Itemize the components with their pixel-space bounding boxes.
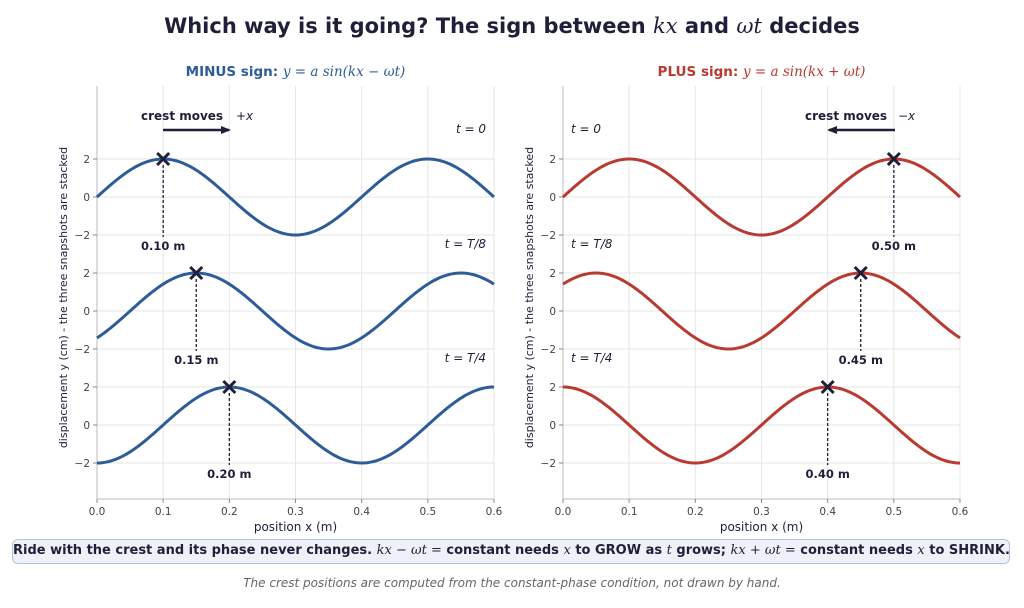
crest-marker (156, 151, 171, 167)
y-tick-label: 2 (549, 268, 556, 280)
chart-title: Which way is it going? The sign between … (0, 14, 1024, 38)
crest-marker (886, 151, 901, 167)
y-tick-label: 0 (549, 306, 556, 318)
snapshot-label: t = T/8 (445, 237, 487, 251)
x-tick-label: 0.2 (687, 506, 704, 518)
crest-position-label: 0.10 m (141, 239, 185, 253)
x-tick-label: 0.1 (621, 506, 638, 518)
snapshot-label: t = T/8 (571, 237, 613, 251)
footer-t1: t (666, 543, 672, 558)
arrow-label: crest moves (805, 109, 887, 123)
series-line (96, 385, 495, 465)
y-tick-label: 0 (549, 192, 556, 204)
x-tick-label: 0.3 (753, 506, 770, 518)
x-tick-label: 0.0 (555, 506, 572, 518)
crest-marker (820, 379, 835, 395)
y-tick-label: 0 (83, 420, 90, 432)
title-wt: ωt (736, 14, 762, 38)
snapshot-label: t = 0 (571, 122, 601, 136)
footer-part3: to GROW as (570, 543, 667, 558)
x-tick-label: 0.3 (287, 506, 304, 518)
title-suffix: decides (761, 14, 860, 38)
x-tick-label: 0.1 (155, 506, 172, 518)
series-line (96, 271, 495, 351)
y-tick-label: −2 (75, 458, 90, 470)
footer-math1: kx − ωt = (376, 543, 442, 558)
y-tick-label: −2 (541, 230, 556, 242)
x-tick-label: 0.5 (885, 506, 902, 518)
x-tick-label: 0.4 (353, 506, 370, 518)
crest-position-label: 0.15 m (174, 353, 218, 367)
x-axis-label: position x (m) (720, 520, 803, 534)
footer-part2: constant needs (441, 543, 564, 558)
panel-title: MINUS sign: y = a sin(kx − ωt) (186, 64, 406, 80)
footer-note-box: Ride with the crest and its phase never … (12, 539, 1010, 564)
footer-x1: x (563, 543, 571, 558)
y-tick-label: −2 (75, 230, 90, 242)
panel-title-label: MINUS sign: (186, 64, 283, 80)
x-tick-label: 0.2 (221, 506, 238, 518)
series-line (562, 385, 961, 465)
chart-canvas: 0.0 0.1 0.2 0.3 0.4 0.5 0.6 2 0 −2 2 0 −2 2 0 −2 positio… (57, 64, 969, 534)
arrow-direction-label: −x (898, 109, 916, 123)
x-tick-label: 0.6 (486, 506, 503, 518)
footer-part5: constant needs (795, 543, 918, 558)
footer-x2: x (917, 543, 925, 558)
y-tick-label: 0 (83, 192, 90, 204)
footer-part6: to SHRINK. (924, 543, 1010, 558)
crest-position-label: 0.40 m (805, 467, 849, 481)
y-tick-label: 0 (549, 420, 556, 432)
snapshot-label: t = 0 (456, 122, 486, 136)
y-tick-label: 2 (549, 154, 556, 166)
arrow-direction-label: +x (236, 109, 254, 123)
y-tick-label: −2 (541, 458, 556, 470)
x-axis-label: position x (m) (254, 520, 337, 534)
y-axis-label: displacement y (cm) - the three snapshot… (57, 147, 70, 448)
y-tick-label: 0 (83, 306, 90, 318)
crest-position-label: 0.50 m (872, 239, 916, 253)
panel-title-equation: y = a sin(kx − ωt) (282, 64, 405, 80)
crest-position-label: 0.20 m (207, 467, 251, 481)
x-tick-label: 0.6 (952, 506, 969, 518)
arrow-label: crest moves (141, 109, 223, 123)
crest-marker (853, 265, 868, 281)
x-tick-label: 0.5 (419, 506, 436, 518)
crest-marker (189, 265, 204, 281)
series-line (562, 271, 961, 351)
x-tick-label: 0.4 (819, 506, 836, 518)
snapshot-label: t = T/4 (571, 351, 612, 365)
footer-math2: kx + ωt = (730, 543, 796, 558)
crest-marker (222, 379, 237, 395)
snapshot-label: t = T/4 (445, 351, 486, 365)
y-tick-label: 2 (83, 382, 90, 394)
title-kx: kx (652, 14, 678, 38)
panel-title-label: PLUS sign: (658, 64, 743, 80)
y-tick-label: 2 (549, 382, 556, 394)
panel-title: PLUS sign: y = a sin(kx + ωt) (658, 64, 866, 80)
crest-position-label: 0.45 m (839, 353, 883, 367)
title-prefix: Which way is it going? The sign between (164, 14, 653, 38)
y-tick-label: 2 (83, 154, 90, 166)
footer-part4: grows; (671, 543, 731, 558)
footer-part1: Ride with the crest and its phase never … (13, 543, 377, 558)
x-tick-label: 0.0 (89, 506, 106, 518)
panel-title-equation: y = a sin(kx + ωt) (742, 64, 865, 80)
footnote: The crest positions are computed from th… (243, 576, 781, 590)
y-tick-label: −2 (541, 344, 556, 356)
y-axis-label: displacement y (cm) - the three snapshot… (523, 147, 536, 448)
y-tick-label: −2 (75, 344, 90, 356)
title-and: and (677, 14, 737, 38)
y-tick-label: 2 (83, 268, 90, 280)
